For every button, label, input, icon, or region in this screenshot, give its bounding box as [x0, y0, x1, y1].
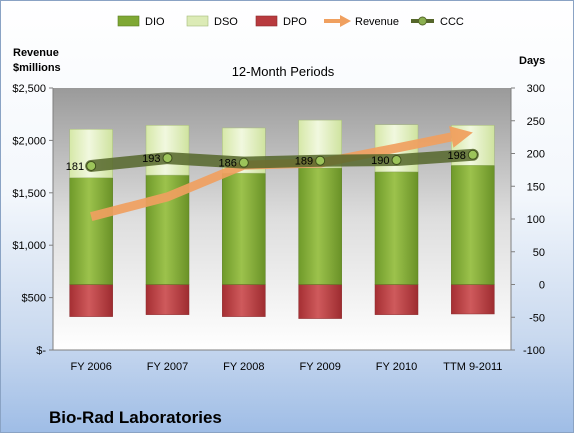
plot-area	[53, 88, 511, 350]
ccc-line-layer	[85, 148, 479, 172]
category-labels-layer: FY 2006 FY 2007 FY 2008 FY 2009 FY 2010 TTM 9…	[70, 361, 502, 373]
bar-dio	[69, 177, 113, 285]
legend-item-dpo: DPO	[255, 15, 307, 28]
right-tick-label: 0	[539, 280, 545, 292]
right-tick-label: 300	[527, 83, 545, 95]
legend-item-ccc: CCC	[411, 16, 464, 28]
legend-label-dpo: DPO	[283, 16, 307, 28]
bar-dio	[451, 165, 495, 285]
bar-dso	[145, 125, 190, 176]
revenue-arrowhead	[449, 126, 473, 148]
ccc-data-label: 198	[447, 150, 465, 162]
category-label: TTM 9-2011	[443, 361, 502, 373]
left-tick-label: $1,000	[12, 240, 46, 252]
bar-dpo	[298, 284, 342, 319]
legend-swatch-dso	[186, 15, 209, 27]
bar-dpo	[374, 284, 419, 315]
bar-dpo	[145, 284, 190, 315]
legend-item-revenue: Revenue	[324, 15, 399, 28]
legend-label-ccc: CCC	[440, 16, 464, 28]
ccc-marker	[86, 160, 97, 171]
right-tick-label: -100	[523, 345, 545, 357]
bar-dpo	[222, 284, 266, 317]
legend-item-dso: DSO	[186, 15, 238, 28]
ccc-data-label: 190	[371, 155, 389, 167]
ccc-marker	[162, 153, 173, 164]
data-labels-layer: 181 193 186 189 190 198	[66, 150, 466, 173]
category-label: FY 2008	[223, 361, 264, 373]
left-axis-title-line1: Revenue	[13, 47, 59, 59]
left-tick-label: $2,500	[12, 83, 46, 95]
bar-dio	[298, 167, 342, 285]
right-tick-label: 100	[527, 214, 545, 226]
right-tick-label: 50	[533, 247, 545, 259]
ccc-marker	[467, 149, 478, 160]
chart-subtitle: 12-Month Periods	[232, 64, 335, 79]
left-tick-label: $1,500	[12, 188, 46, 200]
legend-swatch-dpo	[255, 15, 278, 27]
ccc-data-label: 189	[295, 156, 313, 168]
right-axis-title: Days	[519, 55, 545, 67]
right-tick-label: -50	[529, 312, 545, 324]
ccc-marker	[315, 155, 326, 166]
legend-swatch-revenue	[324, 15, 351, 27]
bar-dio	[222, 172, 266, 285]
left-axis-title-line2: $millions	[13, 62, 61, 74]
ccc-data-label: 193	[142, 153, 160, 165]
category-label: FY 2006	[70, 361, 111, 373]
ccc-line	[85, 148, 479, 172]
bar-dio	[374, 171, 419, 285]
legend-label-dio: DIO	[145, 16, 165, 28]
right-tick-label: 200	[527, 149, 545, 161]
ccc-marker	[391, 155, 402, 166]
ccc-data-label: 181	[66, 161, 84, 173]
legend-swatch-ccc	[411, 16, 434, 26]
bar-dpo	[451, 284, 495, 315]
category-label: FY 2007	[147, 361, 188, 373]
ccc-data-label: 186	[218, 158, 236, 170]
right-tick-label: 250	[527, 116, 545, 128]
right-tick-label: 150	[527, 181, 545, 193]
category-label: FY 2009	[299, 361, 340, 373]
category-label: FY 2010	[376, 361, 417, 373]
legend-swatch-dio	[117, 15, 140, 27]
left-tick-label: $500	[22, 293, 46, 305]
ccc-marker	[238, 157, 249, 168]
legend-label-dso: DSO	[214, 16, 238, 28]
bar-dpo	[69, 284, 113, 317]
legend-label-revenue: Revenue	[355, 16, 399, 28]
legend-item-dio: DIO	[117, 15, 165, 28]
right-axis-ticks: -100 -50 0 50 100 150 200 250 300	[511, 83, 545, 357]
left-tick-label: $2,000	[12, 135, 46, 147]
company-name: Bio-Rad Laboratories	[49, 408, 222, 427]
left-axis-ticks: $- $500 $1,000 $1,500 $2,000 $2,500	[12, 83, 53, 357]
left-tick-label: $-	[36, 345, 46, 357]
legend: DIO DSO DPO Revenue	[117, 15, 464, 28]
